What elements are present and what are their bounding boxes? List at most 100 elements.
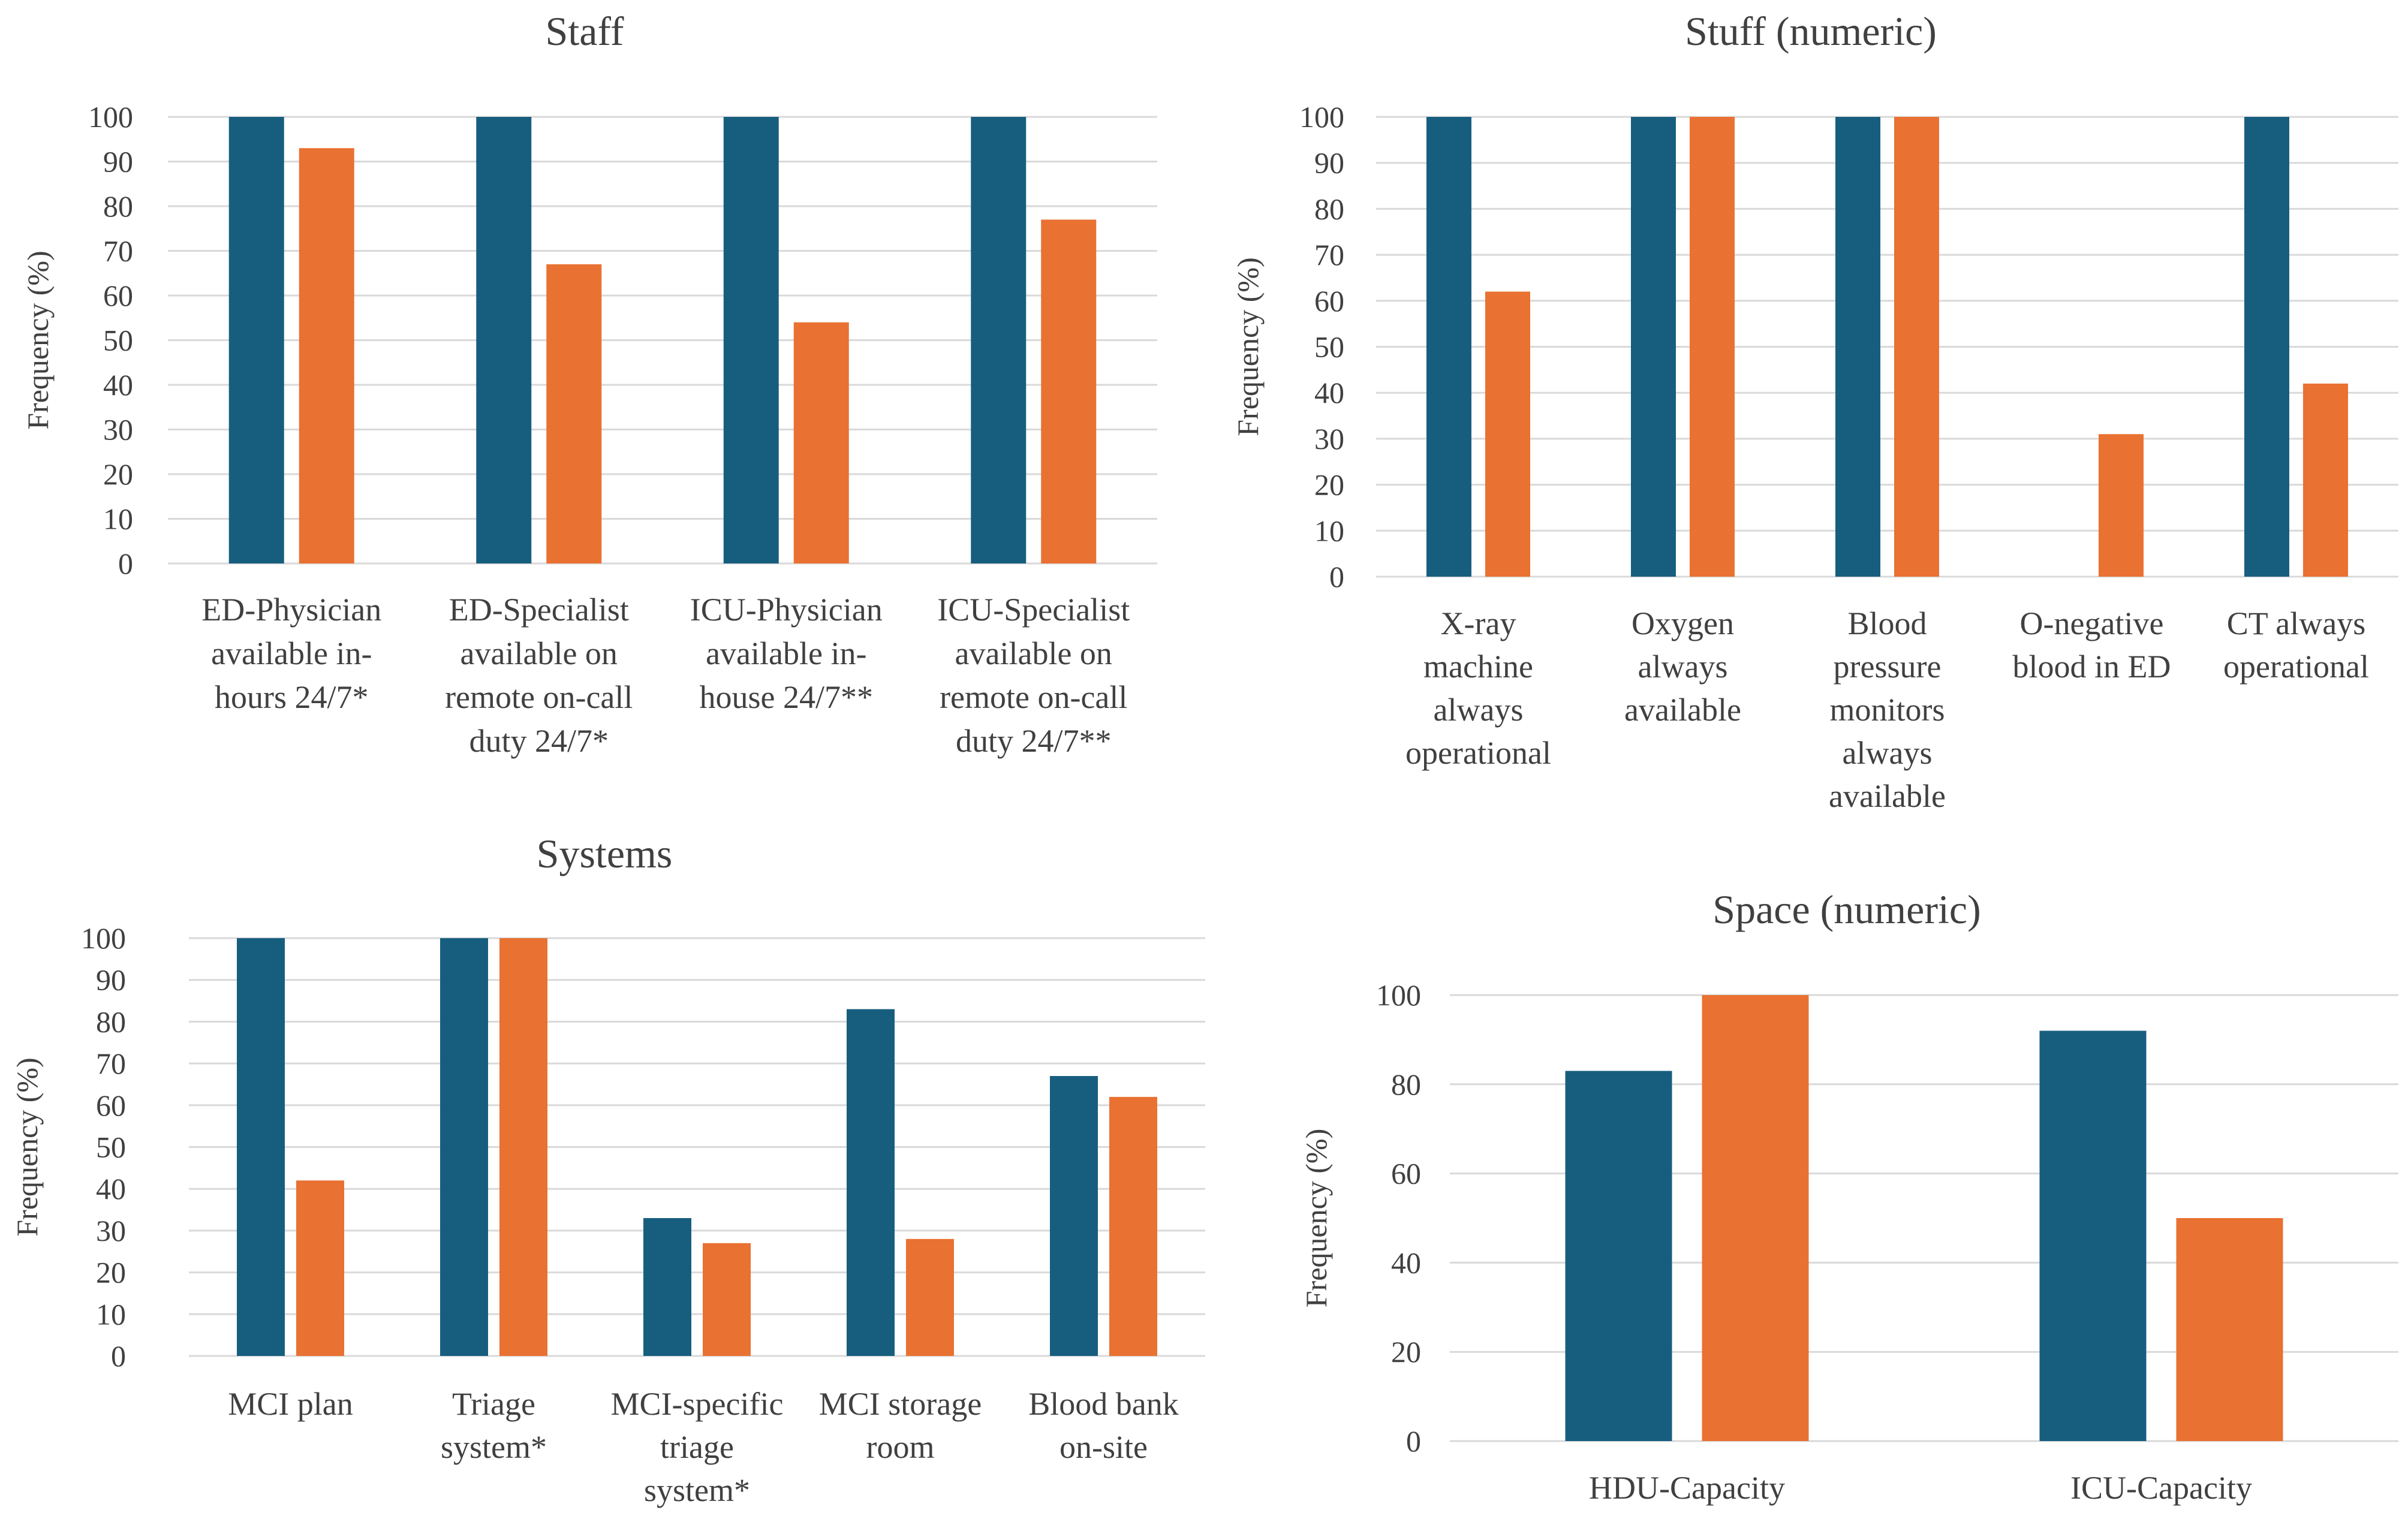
category-label-line: Triage	[452, 1386, 535, 1422]
space-chart: Space (numeric) 0 20 40 60 80 100 Frequency (%)…	[1299, 887, 2398, 1506]
y-tick-label: 60	[1391, 1157, 1421, 1191]
category-label-line: available	[1624, 692, 1741, 728]
y-tick-label: 100	[1299, 100, 1344, 134]
y-tick-label: 100	[81, 921, 126, 955]
y-tick-label: 30	[96, 1214, 126, 1247]
category-label: HDU-Capacity	[1589, 1470, 1785, 1506]
category-label-line: ICU-Physician	[690, 592, 883, 628]
category-label-line: always	[1434, 692, 1524, 728]
y-tick-label: 40	[1391, 1246, 1421, 1279]
category-label: Blood bank on-site	[1028, 1386, 1179, 1465]
category-label: Blood pressure monitors always available	[1829, 605, 1946, 814]
bar-series-2	[299, 148, 354, 563]
category-label-line: pressure	[1834, 649, 1942, 685]
category-label-line: always	[1843, 735, 1933, 771]
category-label: ICU-Capacity	[2070, 1470, 2252, 1506]
category-label: Oxygen always available	[1624, 605, 1741, 728]
bar-series-1	[1565, 1071, 1672, 1441]
category-label-line: duty 24/7*	[469, 723, 609, 759]
category-label-line: operational	[2223, 649, 2369, 685]
category-label-line: available in-	[706, 635, 866, 671]
staff-chart: Staff 0 10 20 30 40 50 60 70 80 90 100 Frequency (%)…	[21, 8, 1157, 759]
bar-series-2	[499, 938, 547, 1356]
y-tick-label: 100	[88, 100, 133, 134]
bar-series-2	[1485, 291, 1530, 577]
bar-series-2	[2099, 434, 2144, 577]
category-label-line: system*	[644, 1472, 750, 1508]
y-tick-label: 50	[1314, 330, 1344, 364]
y-tick-label: 70	[103, 234, 133, 268]
category-label-line: remote on-call	[445, 679, 633, 715]
y-tick-label: 80	[96, 1005, 126, 1038]
category-label-line: always	[1638, 649, 1728, 685]
bar-series-1	[2244, 117, 2289, 577]
category-label: MCI storage room	[819, 1386, 982, 1465]
category-label-line: Blood bank	[1028, 1386, 1179, 1422]
y-axis-label: Frequency (%)	[1231, 257, 1265, 436]
category-label-line: machine	[1423, 649, 1533, 685]
category-label-line: Oxygen	[1632, 605, 1734, 641]
category-label: MCI plan	[228, 1386, 353, 1422]
y-tick-label: 10	[103, 502, 133, 536]
bar-series-1	[476, 117, 532, 563]
bar-series-2	[906, 1238, 954, 1356]
systems-chart: Systems 0 10 20 30 40 50 60 70 80 90 100 Frequency (…	[10, 831, 1205, 1508]
y-axis-label: Frequency (%)	[21, 251, 55, 430]
bar-series-2	[793, 322, 849, 563]
chart-title: Stuff (numeric)	[1685, 8, 1937, 54]
category-label-line: MCI plan	[228, 1386, 353, 1422]
category-label-line: hours 24/7*	[215, 679, 369, 715]
bar-series-1	[1835, 117, 1880, 577]
y-tick-label: 0	[1329, 560, 1344, 593]
bar-series-2	[2176, 1218, 2283, 1441]
category-label-line: operational	[1405, 735, 1551, 771]
bar-series-1	[1426, 117, 1471, 577]
bar-series-2	[1041, 219, 1097, 564]
bar-series-2	[1702, 995, 1809, 1441]
category-label: CT always operational	[2223, 605, 2369, 685]
category-label-line: CT always	[2227, 605, 2365, 641]
y-tick-label: 80	[1391, 1068, 1421, 1101]
category-label-line: room	[866, 1429, 935, 1465]
category-label: ICU-Physician available in-house 24/7**	[690, 592, 883, 715]
category-label-line: available	[1829, 778, 1946, 814]
bar-series-1	[643, 1217, 691, 1356]
y-tick-label: 40	[96, 1172, 126, 1205]
category-label: Triage system*	[441, 1386, 547, 1465]
y-tick-label: 0	[118, 547, 133, 580]
bar-series-1	[228, 117, 284, 563]
bar-series-1	[1631, 117, 1676, 577]
y-tick-label: 20	[96, 1256, 126, 1289]
category-label-line: system*	[441, 1429, 547, 1465]
y-tick-label: 90	[1314, 146, 1344, 180]
y-tick-label: 50	[96, 1131, 126, 1164]
category-label: ED-Specialist available on remote on-call d…	[445, 592, 633, 759]
bar-series-2	[703, 1243, 751, 1356]
category-label: MCI-specific triage system*	[611, 1386, 784, 1508]
y-tick-label: 50	[103, 324, 133, 357]
y-axis-label: Frequency (%)	[10, 1057, 44, 1237]
category-label-line: house 24/7**	[700, 679, 874, 715]
y-tick-label: 20	[103, 457, 133, 491]
y-tick-label: 70	[96, 1047, 126, 1080]
chart-title: Systems	[537, 831, 673, 876]
category-label-line: O-negative	[2020, 605, 2164, 641]
category-label-line: available on	[955, 635, 1112, 671]
y-axis-label: Frequency (%)	[1299, 1129, 1333, 1308]
category-label-line: available in-	[211, 635, 372, 671]
category-label-line: blood in ED	[2013, 649, 2171, 685]
y-tick-label: 60	[103, 279, 133, 312]
y-tick-label: 70	[1314, 238, 1344, 272]
category-label-line: remote on-call	[940, 679, 1127, 715]
bar-series-1	[723, 117, 779, 563]
bar-series-2	[1109, 1096, 1157, 1356]
category-label-line: MCI storage	[819, 1386, 982, 1422]
bar-series-2	[546, 264, 602, 563]
category-label-line: MCI-specific	[611, 1386, 784, 1422]
category-label-line: ICU-Specialist	[937, 592, 1130, 628]
y-tick-label: 90	[103, 145, 133, 179]
category-label-line: X-ray	[1441, 605, 1516, 641]
category-label: X-ray machine always operational	[1405, 605, 1551, 771]
y-tick-label: 30	[1314, 422, 1344, 456]
category-label: ED-Physician available in-hours 24/7*	[201, 592, 381, 715]
